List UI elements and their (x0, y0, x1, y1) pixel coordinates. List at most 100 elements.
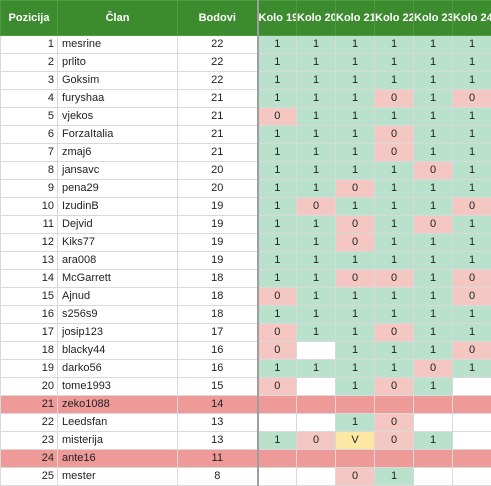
round-result-cell: 0 (453, 198, 491, 216)
round-result-cell: 1 (297, 108, 336, 126)
round-result-cell: 1 (375, 468, 414, 486)
round-result-cell: 1 (297, 126, 336, 144)
round-result-cell (297, 450, 336, 468)
round-result-cell: 1 (297, 180, 336, 198)
row-points: 11 (178, 450, 258, 468)
round-result-cell: 1 (453, 72, 491, 90)
round-result-cell: 1 (258, 234, 297, 252)
row-member-name: prlito (58, 54, 178, 72)
round-result-cell: 1 (414, 324, 453, 342)
round-result-cell: 0 (375, 432, 414, 450)
row-points: 21 (178, 108, 258, 126)
row-points: 16 (178, 342, 258, 360)
round-result-cell: 1 (258, 198, 297, 216)
round-result-cell: 1 (336, 342, 375, 360)
round-result-cell: 1 (336, 54, 375, 72)
row-position: 11 (1, 216, 58, 234)
round-result-cell: 1 (453, 324, 491, 342)
round-result-cell: 1 (336, 306, 375, 324)
round-result-cell (297, 342, 336, 360)
row-points: 22 (178, 36, 258, 54)
round-result-cell: 0 (297, 432, 336, 450)
round-result-cell (414, 396, 453, 414)
row-position: 22 (1, 414, 58, 432)
round-result-cell: 1 (414, 306, 453, 324)
row-member-name: zmaj6 (58, 144, 178, 162)
row-member-name: McGarrett (58, 270, 178, 288)
round-result-cell: 1 (414, 378, 453, 396)
row-position: 15 (1, 288, 58, 306)
round-result-cell: 0 (336, 270, 375, 288)
row-member-name: jansavc (58, 162, 178, 180)
round-result-cell: 1 (297, 252, 336, 270)
row-member-name: ForzaItalia (58, 126, 178, 144)
round-result-cell: 1 (414, 342, 453, 360)
row-member-name: Kiks77 (58, 234, 178, 252)
round-result-cell: 0 (336, 468, 375, 486)
round-result-cell: 1 (414, 432, 453, 450)
round-result-cell: 1 (258, 54, 297, 72)
round-result-cell: 1 (336, 72, 375, 90)
round-result-cell: 1 (297, 306, 336, 324)
round-result-cell: 1 (336, 360, 375, 378)
row-member-name: tome1993 (58, 378, 178, 396)
round-result-cell: 1 (453, 234, 491, 252)
round-result-cell: 1 (258, 360, 297, 378)
row-position: 19 (1, 360, 58, 378)
row-points: 19 (178, 216, 258, 234)
row-member-name: pena29 (58, 180, 178, 198)
round-result-cell: 0 (258, 324, 297, 342)
header-kolo-19: Kolo 19 (258, 1, 297, 36)
round-result-cell: 0 (414, 216, 453, 234)
round-result-cell (453, 414, 491, 432)
round-result-cell: 1 (336, 108, 375, 126)
row-points: 19 (178, 198, 258, 216)
row-position: 16 (1, 306, 58, 324)
round-result-cell: 1 (453, 306, 491, 324)
row-points: 19 (178, 234, 258, 252)
round-result-cell: 1 (297, 288, 336, 306)
row-points: 15 (178, 378, 258, 396)
round-result-cell: 1 (336, 126, 375, 144)
round-result-cell: 0 (375, 378, 414, 396)
round-result-cell: 1 (414, 126, 453, 144)
round-result-cell: 0 (258, 108, 297, 126)
round-result-cell: 1 (258, 252, 297, 270)
round-result-cell: 1 (453, 360, 491, 378)
round-result-cell: 1 (258, 270, 297, 288)
round-result-cell: 1 (258, 180, 297, 198)
round-result-cell: 1 (258, 126, 297, 144)
round-result-cell: 1 (414, 198, 453, 216)
header-kolo-23: Kolo 23 (414, 1, 453, 36)
round-result-cell (258, 396, 297, 414)
round-result-cell: 0 (453, 90, 491, 108)
round-result-cell (453, 396, 491, 414)
round-result-cell: 1 (453, 108, 491, 126)
round-result-cell: 1 (453, 54, 491, 72)
round-result-cell: 1 (375, 180, 414, 198)
round-result-cell (258, 414, 297, 432)
round-result-cell (453, 468, 491, 486)
round-result-cell: 0 (414, 162, 453, 180)
header-kolo-24: Kolo 24 (453, 1, 491, 36)
round-result-cell: 1 (453, 36, 491, 54)
round-result-cell: 1 (258, 36, 297, 54)
round-result-cell: 0 (375, 324, 414, 342)
row-position: 21 (1, 396, 58, 414)
row-points: 22 (178, 72, 258, 90)
round-result-cell: 0 (453, 288, 491, 306)
round-result-cell: 1 (258, 72, 297, 90)
round-result-cell: 1 (258, 144, 297, 162)
row-points: 13 (178, 414, 258, 432)
row-points: 13 (178, 432, 258, 450)
header-position: Pozicija (1, 1, 58, 36)
round-result-cell: 1 (297, 324, 336, 342)
round-result-cell: 1 (375, 108, 414, 126)
